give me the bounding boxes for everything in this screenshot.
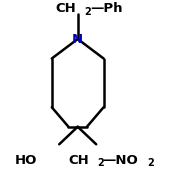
Text: 2: 2 [97, 158, 104, 168]
Text: CH: CH [68, 154, 89, 167]
Text: —Ph: —Ph [91, 2, 123, 15]
Text: 2: 2 [84, 7, 91, 17]
Text: CH: CH [56, 2, 76, 15]
Text: —NO: —NO [103, 154, 138, 167]
Text: N: N [72, 34, 83, 46]
Text: HO: HO [15, 154, 37, 167]
Text: 2: 2 [147, 158, 154, 168]
